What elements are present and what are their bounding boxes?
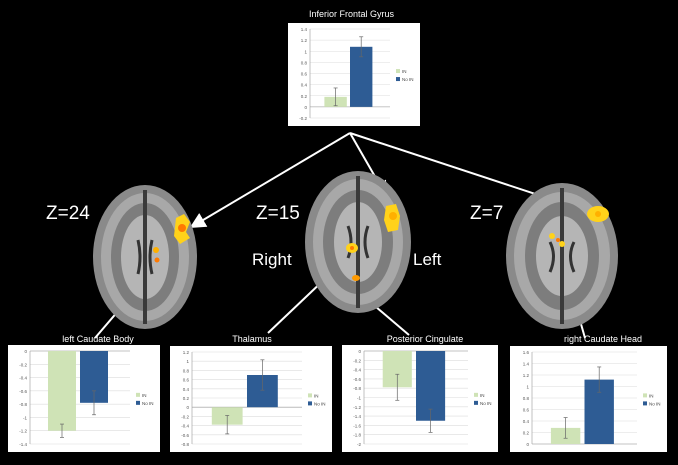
bar-chart-posterior-cingulate: 0 -0.2 -0.4 -0.6 -0.8 -1 -1.2 -1.4 -1.6 -1.8 -2 IN N…	[353, 349, 492, 447]
tick-label: -1.2	[19, 429, 27, 434]
tick-label: 0	[526, 442, 529, 447]
bar-no-in	[350, 46, 373, 107]
z-label-24: Z=24	[46, 203, 90, 224]
tick-label: 0.2	[523, 431, 530, 436]
chart-panel-inferior-frontal-gyrus: -0.2 0 0.2 0.4 0.6 0.8 1 1.2 1.4 IN No IN	[288, 23, 420, 126]
tick-label: 0.4	[183, 387, 190, 392]
tick-label: -0.6	[181, 433, 189, 438]
tick-label: -1.4	[353, 414, 361, 419]
tick-label: -0.2	[299, 116, 307, 121]
tick-label: -0.8	[181, 442, 189, 447]
tick-label: 0.8	[301, 60, 308, 65]
chart-title-left-caudate-body: left Caudate Body	[62, 334, 134, 344]
orientation-left-label: Left	[413, 250, 442, 269]
tick-label: -2	[357, 442, 361, 447]
tick-label: -0.6	[353, 377, 361, 382]
tick-label: 0.8	[183, 368, 190, 373]
tick-label: -0.2	[353, 358, 361, 363]
tick-label: 0	[358, 349, 361, 354]
chart-title-posterior-cingulate: Posterior Cingulate	[386, 334, 464, 344]
chart-panel-posterior-cingulate: 0 -0.2 -0.4 -0.6 -0.8 -1 -1.2 -1.4 -1.6 -1.8 -2 IN N…	[342, 345, 498, 452]
tick-label: 0.4	[301, 83, 308, 88]
tick-label: 1.2	[301, 38, 308, 43]
legend-swatch	[308, 393, 312, 398]
legend-swatch	[643, 401, 647, 406]
tick-label: 0.6	[183, 378, 190, 383]
tick-label: 0	[24, 349, 27, 354]
tick-label: 1.6	[523, 350, 530, 355]
orientation-right-label: Right	[252, 250, 292, 269]
tick-label: -0.8	[353, 386, 361, 391]
z-label-7: Z=7	[470, 203, 504, 224]
bar-chart-inferior-frontal-gyrus: -0.2 0 0.2 0.4 0.6 0.8 1 1.2 1.4 IN No IN	[299, 27, 414, 121]
tick-label: 0.6	[523, 408, 530, 413]
chart-panel-left-caudate-body: 0 -0.2 -0.4 -0.6 -0.8 -1 -1.2 -1.4 IN No IN	[8, 345, 160, 452]
tick-label: -0.4	[181, 424, 189, 429]
tick-label: -0.2	[181, 414, 189, 419]
tick-label: -0.4	[19, 376, 27, 381]
legend-label: No IN	[480, 401, 492, 406]
bar-chart-thalamus: 1.2 1 0.8 0.6 0.4 0.2 0 -0.2 -0.4 -0.6 -0.8 IN No IN	[181, 350, 326, 447]
legend-label: IN	[402, 69, 407, 74]
tick-label: 1.2	[183, 350, 190, 355]
tick-label: 1	[186, 359, 189, 364]
legend-label: IN	[480, 393, 485, 398]
tick-label: -1.8	[353, 433, 361, 438]
legend-swatch	[136, 400, 140, 405]
arrow-to-z24	[189, 132, 351, 229]
tick-label: 1.4	[523, 362, 530, 367]
brain-slice-z24	[93, 185, 197, 329]
tick-label: 0	[304, 105, 307, 110]
tick-label: 0.8	[523, 396, 530, 401]
legend-swatch	[474, 400, 478, 405]
tick-label: -1	[357, 396, 361, 401]
chart-title-right-caudate-head: right Caudate Head	[563, 334, 643, 344]
legend-swatch	[643, 393, 647, 398]
tick-label: 1.4	[301, 27, 308, 32]
bar-chart-right-caudate-head: 1.6 1.4 1.2 1 0.8 0.6 0.4 0.2 0 IN No IN	[523, 350, 661, 447]
chart-title-inferior-frontal-gyrus: Inferior Frontal Gyrus	[308, 9, 395, 19]
bar-chart-left-caudate-body: 0 -0.2 -0.4 -0.6 -0.8 -1 -1.2 -1.4 IN No IN	[19, 349, 154, 447]
tick-label: 1	[526, 385, 529, 390]
legend-swatch	[396, 77, 400, 82]
tick-label: -0.4	[353, 368, 361, 373]
legend-swatch	[474, 392, 478, 397]
tick-label: 1.2	[523, 373, 530, 378]
tick-label: 1	[304, 49, 307, 54]
tick-label: 0.2	[301, 94, 308, 99]
brain-slice-z7	[506, 183, 618, 329]
tick-label: -1.2	[353, 405, 361, 410]
legend-label: IN	[142, 393, 147, 398]
legend-swatch	[396, 69, 400, 74]
tick-label: -1.4	[19, 442, 27, 447]
legend-swatch	[308, 401, 312, 406]
tick-label: -0.8	[19, 402, 27, 407]
tick-label: 0.6	[301, 72, 308, 77]
legend-label: IN	[314, 393, 319, 398]
tick-label: -0.6	[19, 389, 27, 394]
brain-slice-z15	[305, 171, 411, 313]
tick-label: 0	[186, 405, 189, 410]
legend-label: IN	[649, 393, 654, 398]
legend-label: No IN	[649, 401, 661, 406]
legend-label: No IN	[142, 401, 154, 406]
chart-title-thalamus: Thalamus	[232, 334, 272, 344]
bar-in	[48, 351, 76, 431]
tick-label: -1.6	[353, 423, 361, 428]
legend-label: No IN	[314, 401, 326, 406]
legend-swatch	[136, 392, 140, 397]
tick-label: 0.2	[183, 396, 190, 401]
chart-panel-thalamus: 1.2 1 0.8 0.6 0.4 0.2 0 -0.2 -0.4 -0.6 -0.8 IN No IN	[170, 346, 332, 452]
tick-label: -1	[23, 415, 27, 420]
tick-label: -0.2	[19, 362, 27, 367]
chart-panel-right-caudate-head: 1.6 1.4 1.2 1 0.8 0.6 0.4 0.2 0 IN No IN	[510, 346, 667, 452]
tick-label: 0.4	[523, 419, 530, 424]
legend-label: No IN	[402, 77, 414, 82]
z-label-15: Z=15	[256, 203, 300, 224]
